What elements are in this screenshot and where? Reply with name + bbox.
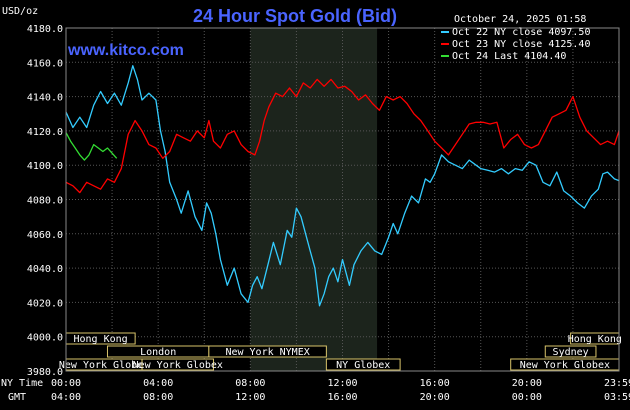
y-tick-label: 4120.0 xyxy=(27,127,63,138)
y-tick-label: 4060.0 xyxy=(27,230,63,241)
price-series xyxy=(65,65,620,307)
chart-title: 24 Hour Spot Gold (Bid) xyxy=(193,6,397,26)
session-bar xyxy=(325,358,401,371)
y-tick-label: 4080.0 xyxy=(27,196,63,207)
y-tick-label: 4180.0 xyxy=(27,24,63,35)
y-tick-label: 4040.0 xyxy=(27,264,63,275)
y-tick-label: 4140.0 xyxy=(27,93,63,104)
x-tick-gmt: 03:59 xyxy=(604,392,630,403)
session-bar xyxy=(208,345,327,358)
series-line-1 xyxy=(65,65,620,307)
session-label: Sydney xyxy=(553,347,589,358)
y-tick-label: 4020.0 xyxy=(27,298,63,309)
unit-label: USD/oz xyxy=(2,6,38,17)
gmt-label: GMT xyxy=(8,392,26,403)
legend-entry: Oct 23 NY close 4125.40 xyxy=(452,39,590,50)
session-bar xyxy=(141,358,214,371)
x-axis-ticks: 00:00 04:00 08:00 12:00 16:00 20:00 23:59 04:00… xyxy=(51,378,630,403)
x-tick-gmt: 20:00 xyxy=(420,392,450,403)
datetime-stamp: October 24, 2025 01:58 xyxy=(454,14,586,25)
x-tick-gmt: 00:00 xyxy=(512,392,542,403)
x-tick-gmt: 04:00 xyxy=(51,392,81,403)
x-tick-gmt: 08:00 xyxy=(143,392,173,403)
legend-entry: Oct 22 NY close 4097.50 xyxy=(452,27,590,38)
series-line-2 xyxy=(65,78,620,194)
x-tick-gmt: 16:00 xyxy=(327,392,357,403)
session-bar xyxy=(544,345,597,358)
ny-time-label: NY Time xyxy=(1,378,43,389)
plot-frame xyxy=(65,27,620,372)
x-tick-ny: 12:00 xyxy=(327,378,357,389)
y-axis-ticks: 4180.0 4160.0 4140.0 4120.0 4100.0 4080.0 4060… xyxy=(27,24,63,378)
x-tick-gmt: 12:00 xyxy=(235,392,265,403)
session-label: New York NYMEX xyxy=(225,347,309,358)
session-label: Hong Kong xyxy=(568,334,622,345)
grid xyxy=(65,27,620,372)
x-tick-ny: 16:00 xyxy=(420,378,450,389)
session-label: Hong Kong xyxy=(73,334,127,345)
ny-session-highlight xyxy=(250,28,378,371)
x-tick-ny: 20:00 xyxy=(512,378,542,389)
x-tick-ny: 08:00 xyxy=(235,378,265,389)
session-label: NY Globex xyxy=(336,360,390,371)
session-label: New York Globex xyxy=(133,360,223,371)
legend-entry: Oct 24 Last 4104.40 xyxy=(452,51,566,62)
y-tick-label: 4160.0 xyxy=(27,58,63,69)
x-tick-ny: 04:00 xyxy=(143,378,173,389)
x-tick-ny: 23:59 xyxy=(604,378,630,389)
session-label: London xyxy=(140,347,176,358)
y-tick-label: 4100.0 xyxy=(27,161,63,172)
series-line-3 xyxy=(65,132,118,161)
watermark: www.kitco.com xyxy=(67,42,184,59)
y-tick-label: 3980.0 xyxy=(27,367,63,378)
y-tick-label: 4000.0 xyxy=(27,333,63,344)
session-label: New York Globex xyxy=(59,360,149,371)
session-label: New York Globex xyxy=(520,360,610,371)
x-tick-ny: 00:00 xyxy=(51,378,81,389)
